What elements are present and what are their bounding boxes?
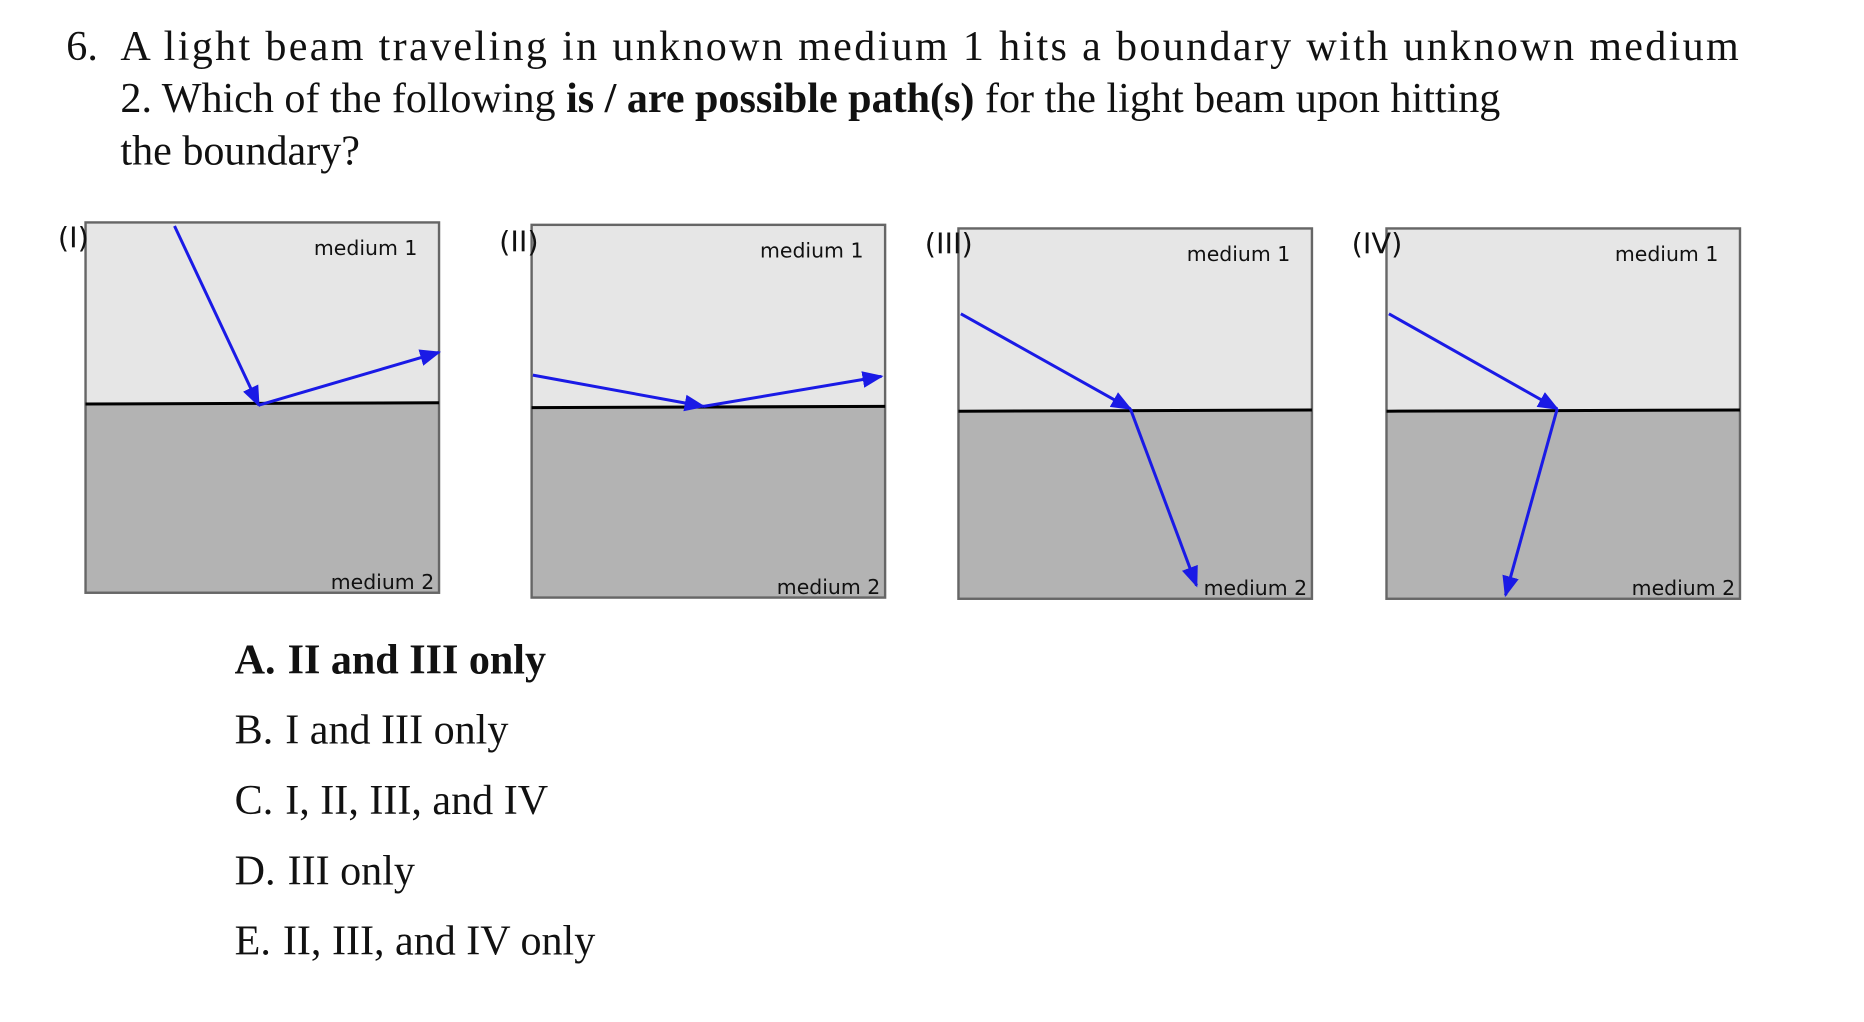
panel-frame xyxy=(84,221,441,594)
choice: A. II and III only xyxy=(235,637,546,683)
medium-1-region xyxy=(531,224,886,408)
choice: D. III only xyxy=(235,848,415,894)
medium-label: medium 1 xyxy=(760,238,864,262)
question-text: 2. Which of the following xyxy=(120,76,555,122)
panel-label: (II) xyxy=(499,224,539,258)
medium-2-region xyxy=(958,411,1312,599)
medium-1-region xyxy=(958,228,1312,412)
choice: B. I and III only xyxy=(235,708,509,754)
medium-label: medium 1 xyxy=(1615,242,1719,266)
choice-letter: B. xyxy=(235,708,274,754)
question-number: 6. xyxy=(66,24,98,70)
question-text: for the light beam upon hitting xyxy=(985,76,1500,122)
outgoing-ray xyxy=(258,349,442,407)
choice-text: III only xyxy=(288,848,415,894)
choice-text: II and III only xyxy=(288,637,546,683)
choice-letter: D. xyxy=(235,848,276,894)
medium-label: medium 2 xyxy=(777,575,881,599)
question-line: 2. Which of the following is / are possi… xyxy=(120,76,1500,122)
choice-text: I, II, III, and IV xyxy=(285,778,548,824)
diagrams: (I) medium 1 medium 2 (II) medium 1 medium 2 (… xyxy=(58,221,1742,600)
incident-ray xyxy=(960,312,1133,411)
incident-ray xyxy=(532,373,706,412)
outgoing-ray xyxy=(1502,408,1559,598)
medium-1-region xyxy=(85,222,440,404)
panel-label: (III) xyxy=(925,227,973,261)
panel-frame xyxy=(1385,227,1742,600)
panel-frame xyxy=(530,223,887,599)
question-line: A light beam traveling in unknown medium… xyxy=(120,24,1739,70)
choice: E. II, III, and IV only xyxy=(235,919,596,965)
medium-label: medium 2 xyxy=(331,570,435,594)
boundary xyxy=(958,408,1312,413)
outgoing-ray xyxy=(1128,408,1198,588)
choice-letter: A. xyxy=(235,637,276,683)
medium-2-region xyxy=(531,407,886,598)
incident-ray xyxy=(1388,312,1560,411)
choice-letter: E. xyxy=(235,919,271,965)
choice: C. I, II, III, and IV xyxy=(235,778,548,824)
choice-letter: C. xyxy=(235,778,274,824)
medium-label: medium 2 xyxy=(1204,576,1308,600)
medium-1-region xyxy=(1386,228,1740,412)
boundary xyxy=(1386,408,1740,413)
choice-text: II, III, and IV only xyxy=(283,919,595,965)
medium-label: medium 1 xyxy=(314,236,418,260)
medium-2-region xyxy=(1386,411,1740,599)
medium-label: medium 1 xyxy=(1187,242,1290,266)
choice-text: I and III only xyxy=(285,708,508,754)
medium-2-region xyxy=(85,403,440,593)
outgoing-ray xyxy=(703,371,884,408)
panel-frame xyxy=(957,227,1314,600)
incident-ray xyxy=(173,225,261,408)
question-line: the boundary? xyxy=(120,129,360,175)
question-emphasis: is / are possible path(s) xyxy=(566,76,974,122)
medium-label: medium 2 xyxy=(1632,576,1736,600)
panel-label: (I) xyxy=(58,221,89,255)
panel-label: (IV) xyxy=(1352,227,1403,261)
